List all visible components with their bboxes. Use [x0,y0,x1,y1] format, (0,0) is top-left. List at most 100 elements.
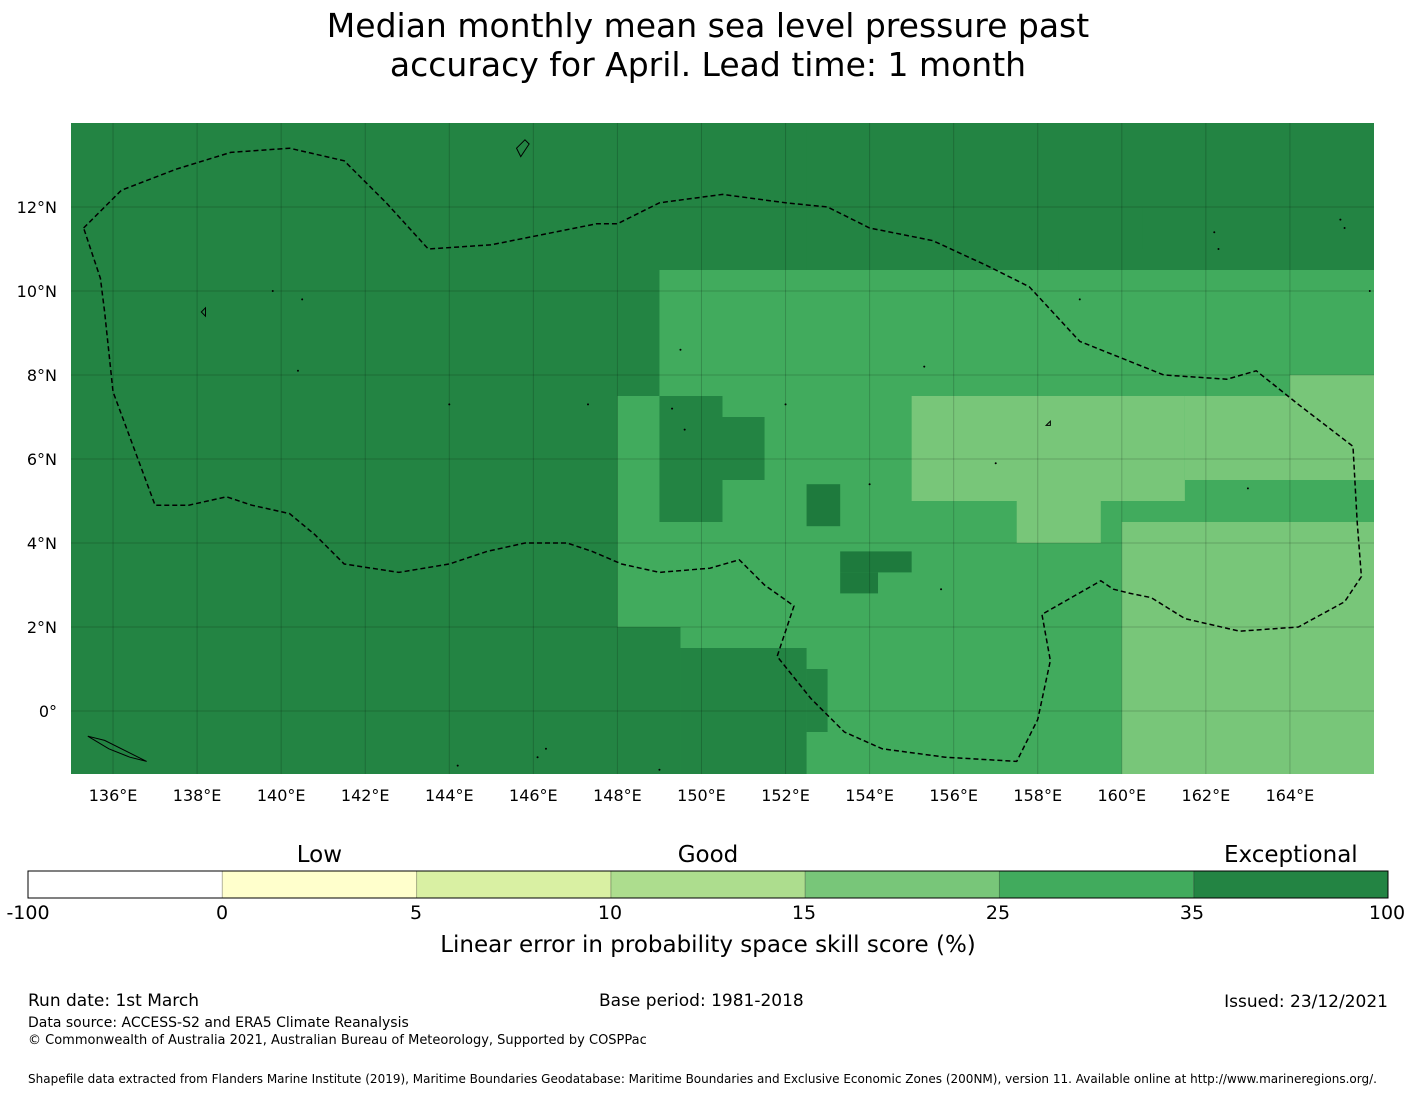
island-dot [1343,227,1346,229]
eez-boundaries [82,147,1363,763]
title-line-1: Median monthly mean sea level pressure p… [326,6,1090,45]
longitude-label: 164°E [1266,786,1315,805]
category-label-low: Low [296,842,343,868]
skill-region [1121,522,1374,774]
colorbar-segment [222,871,417,898]
longitude-label: 146°E [509,786,558,805]
longitude-label: 142°E [341,786,390,805]
longitude-label: 154°E [845,786,894,805]
island-dot [658,768,661,771]
latitude-label: 4°N [27,534,57,553]
colorbar-segment [1193,871,1388,898]
colorbar-tick: 0 [215,902,229,924]
island-dot [994,462,997,465]
island-dot [923,365,926,368]
latitude-label: 8°N [27,366,57,385]
island-dot [784,403,787,406]
longitude-label: 156°E [929,786,978,805]
longitude-labels: 136°E 138°E 140°E 142°E 144°E 146°E 148°E 150°E… [89,786,1315,805]
issued-date: Issued: 23/12/2021 [1224,992,1388,1012]
latitude-labels: 12°N 10°N 8°N 6°N 4°N 2°N 0° [17,198,57,721]
skill-region [659,396,723,522]
map-gridlines [71,123,1374,774]
skill-region [617,270,660,396]
category-label-exceptional: Exceptional [1224,842,1358,868]
island-dot [536,756,539,759]
skill-region [806,249,1059,270]
base-period: Base period: 1981-2018 [599,991,804,1011]
longitude-label: 160°E [1097,786,1146,805]
colorbar-tick: 10 [597,902,623,924]
skill-region [617,627,681,774]
island-outline [87,735,147,762]
longitude-label: 144°E [425,786,474,805]
longitude-label: 138°E [173,786,222,805]
island-dot [1078,298,1081,301]
island-dot [1246,487,1249,490]
colorbar-outline [27,870,1389,899]
colorbar-segment [610,871,806,898]
island-dot [940,588,943,591]
island-dot [679,348,682,351]
island-dot [586,403,589,406]
copyright: © Commonwealth of Australia 2021, Austra… [28,1033,647,1048]
longitude-label: 150°E [677,786,726,805]
skill-regions [617,123,1374,774]
chart-title: Median monthly mean sea level pressure p… [0,6,1416,84]
colorbar-tick: 15 [791,902,817,924]
latitude-label: 12°N [17,198,57,217]
latitude-label: 6°N [27,450,57,469]
island-dot [301,298,304,301]
eez-boundary [82,147,1363,763]
colorbar-tick: 5 [409,902,423,924]
skill-cell-dark [840,551,912,573]
skill-region [1016,501,1101,543]
island-dot [683,428,686,431]
island-dot [868,483,871,486]
latitude-label: 10°N [17,282,57,301]
skill-region [680,648,807,774]
island-outline [200,306,207,318]
longitude-label: 162°E [1182,786,1231,805]
shapefile-credit: Shapefile data extracted from Flanders M… [28,1072,1377,1086]
data-source: Data source: ACCESS-S2 and ERA5 Climate … [28,1015,409,1031]
skill-region [806,123,1374,207]
title-line-2: accuracy for April. Lead time: 1 month [389,45,1027,84]
colorbar-tick: -100 [6,902,50,924]
island-outline [515,139,530,158]
island-dot [296,369,299,372]
latitude-label: 2°N [27,618,57,637]
island-dot [271,290,274,292]
colorbar-segment [805,871,1000,898]
skill-cell-dark [840,572,879,594]
skill-region [1289,375,1374,396]
skill-region [722,417,765,480]
longitude-label: 158°E [1013,786,1062,805]
longitude-label: 152°E [761,786,810,805]
island-dot [671,407,674,410]
island-dot [1368,290,1371,292]
colorbar-tick: 35 [1179,902,1205,924]
colorbar-tick: 100 [1368,902,1406,924]
colorbar [27,870,1389,899]
map-area [71,123,1374,774]
colorbar-segment [28,871,223,898]
island-dot [1213,231,1216,234]
island-dot [456,764,459,767]
colorbar-segment [999,871,1194,898]
run-date: Run date: 1st March [28,991,200,1011]
skill-cell-dark [806,484,841,527]
longitude-label: 148°E [593,786,642,805]
category-label-good: Good [677,842,739,868]
colorbar-segment [416,871,611,898]
longitude-label: 140°E [257,786,306,805]
longitude-label: 136°E [89,786,138,805]
island-outline [1044,419,1051,426]
skill-region [806,669,828,732]
island-dot [544,747,547,750]
island-dot [1339,218,1342,221]
skill-region [806,207,1143,249]
latitude-label: 0° [39,702,57,721]
skill-region [911,396,1185,501]
